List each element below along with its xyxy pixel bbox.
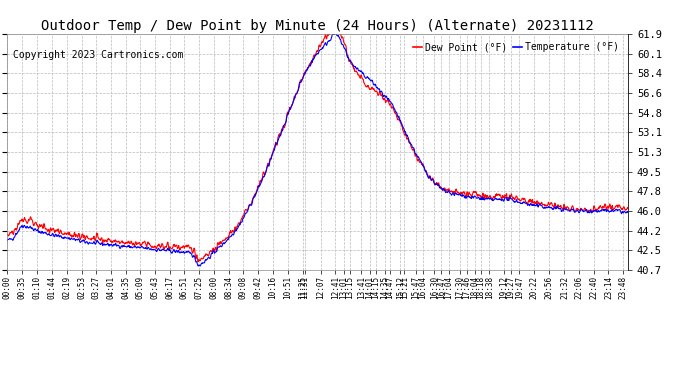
Legend: Dew Point (°F), Temperature (°F): Dew Point (°F), Temperature (°F) [409,39,623,56]
Title: Outdoor Temp / Dew Point by Minute (24 Hours) (Alternate) 20231112: Outdoor Temp / Dew Point by Minute (24 H… [41,19,594,33]
Text: Copyright 2023 Cartronics.com: Copyright 2023 Cartronics.com [13,50,184,60]
